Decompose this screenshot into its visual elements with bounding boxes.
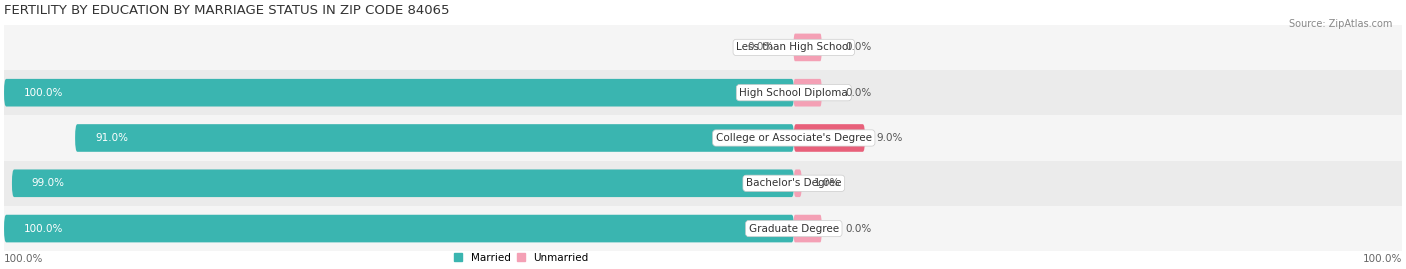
Text: Less than High School: Less than High School	[737, 43, 852, 52]
Text: 100.0%: 100.0%	[24, 224, 63, 233]
Bar	[4, 161, 1402, 206]
Text: 0.0%: 0.0%	[845, 43, 872, 52]
Text: 9.0%: 9.0%	[877, 133, 903, 143]
Bar	[4, 70, 1402, 115]
Text: 1.0%: 1.0%	[814, 178, 839, 188]
FancyBboxPatch shape	[4, 215, 794, 242]
Legend: Married, Unmarried: Married, Unmarried	[450, 248, 593, 267]
Text: 0.0%: 0.0%	[845, 224, 872, 233]
Bar	[4, 25, 1402, 70]
Text: Graduate Degree: Graduate Degree	[749, 224, 839, 233]
Text: College or Associate's Degree: College or Associate's Degree	[716, 133, 872, 143]
Bar	[4, 115, 1402, 161]
FancyBboxPatch shape	[794, 215, 821, 242]
Text: Source: ZipAtlas.com: Source: ZipAtlas.com	[1288, 19, 1392, 29]
FancyBboxPatch shape	[794, 79, 821, 107]
Text: Bachelor's Degree: Bachelor's Degree	[747, 178, 842, 188]
FancyBboxPatch shape	[11, 169, 794, 197]
FancyBboxPatch shape	[75, 124, 794, 152]
FancyBboxPatch shape	[794, 34, 821, 61]
Text: 0.0%: 0.0%	[845, 88, 872, 98]
Text: 0.0%: 0.0%	[748, 43, 775, 52]
Text: FERTILITY BY EDUCATION BY MARRIAGE STATUS IN ZIP CODE 84065: FERTILITY BY EDUCATION BY MARRIAGE STATU…	[4, 4, 450, 17]
Bar	[4, 206, 1402, 251]
FancyBboxPatch shape	[4, 79, 794, 107]
Text: 91.0%: 91.0%	[96, 133, 128, 143]
Text: 100.0%: 100.0%	[24, 88, 63, 98]
FancyBboxPatch shape	[794, 124, 865, 152]
Text: 100.0%: 100.0%	[1362, 254, 1402, 264]
Text: 100.0%: 100.0%	[4, 254, 44, 264]
Text: 99.0%: 99.0%	[32, 178, 65, 188]
FancyBboxPatch shape	[794, 169, 801, 197]
Text: High School Diploma: High School Diploma	[740, 88, 848, 98]
